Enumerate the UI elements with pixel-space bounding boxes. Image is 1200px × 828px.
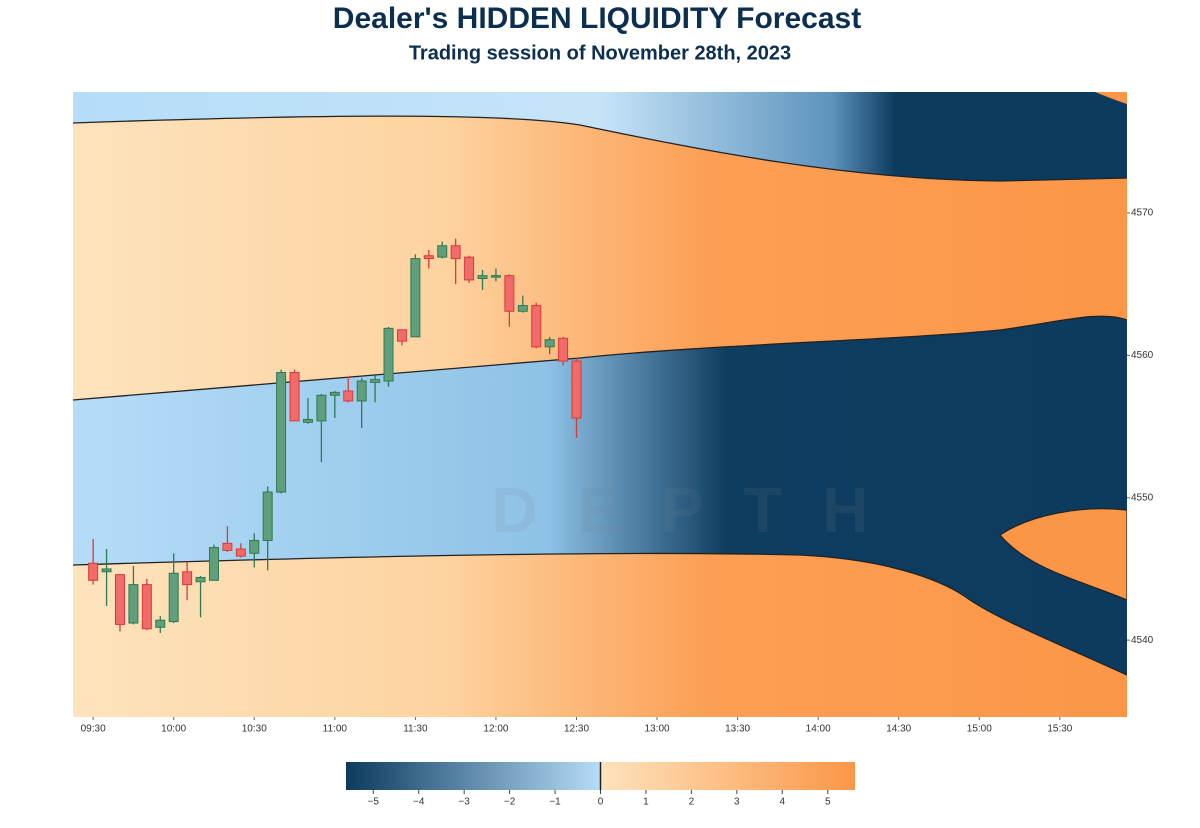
candle-body <box>208 547 219 581</box>
candle-body <box>437 245 448 258</box>
contour-line <box>73 552 1127 676</box>
x-tick-label: 12:00 <box>483 724 508 735</box>
x-tick-label: 11:00 <box>323 724 348 735</box>
colorbar-tick-label: −4 <box>413 797 425 808</box>
colorbar-tick-label: −1 <box>549 797 561 808</box>
heat-region <box>73 316 1127 675</box>
candle-body <box>544 339 555 348</box>
candle-body <box>262 491 273 541</box>
colorbar-tick-label: 1 <box>643 797 649 808</box>
candle-body <box>517 305 528 312</box>
contour-line <box>73 115 1127 182</box>
colorbar-tick-label: 4 <box>780 797 786 808</box>
candle-body <box>531 305 542 348</box>
candle-body <box>101 568 112 573</box>
x-tick-label: 14:00 <box>806 724 831 735</box>
x-tick-label: 13:00 <box>645 724 670 735</box>
candle-body <box>316 394 327 422</box>
candle-body <box>168 572 179 623</box>
candle-body <box>490 275 501 278</box>
x-tick-label: 15:30 <box>1047 724 1072 735</box>
candle-body <box>558 337 569 362</box>
heatmap <box>73 92 1127 717</box>
candle-body <box>222 542 233 551</box>
candle-body <box>370 379 381 383</box>
candle-body <box>329 391 340 396</box>
x-tick-label: 11:30 <box>403 724 428 735</box>
heat-region <box>73 92 1127 181</box>
candle-body <box>289 371 300 422</box>
heat-region <box>999 508 1127 601</box>
candle-body <box>182 571 193 586</box>
candle-body <box>235 548 246 557</box>
candle-body <box>302 418 313 423</box>
candle-body <box>450 245 461 260</box>
colorbar-tick-label: −2 <box>504 797 516 808</box>
colorbar-tick-label: 2 <box>689 797 695 808</box>
x-tick-label: 12:30 <box>564 724 589 735</box>
colorbar-tick-label: 5 <box>825 797 831 808</box>
x-tick-label: 14:30 <box>886 724 911 735</box>
candle-body <box>383 327 394 382</box>
y-tick-label: 4560 <box>1131 350 1154 361</box>
candle-body <box>249 539 260 554</box>
x-tick-label: 10:00 <box>161 724 186 735</box>
x-tick-label: 09:30 <box>81 724 106 735</box>
candle-body <box>410 258 421 338</box>
candle-body <box>195 576 206 583</box>
candle-body <box>141 584 152 630</box>
colorbar-tick-label: 0 <box>598 797 604 808</box>
y-tick-label: 4540 <box>1131 635 1154 646</box>
candle-body <box>571 360 582 419</box>
candle-body <box>504 275 515 312</box>
colorbar-tick-label: 3 <box>734 797 740 808</box>
candle-body <box>128 584 139 624</box>
candle-body <box>423 255 434 260</box>
y-tick-label: 4550 <box>1131 492 1154 503</box>
chart-title: Dealer's HIDDEN LIQUIDITY Forecast <box>333 2 861 35</box>
x-tick-label: 13:30 <box>725 724 750 735</box>
chart-subtitle: Trading session of November 28th, 2023 <box>409 42 791 64</box>
candle-body <box>114 574 125 625</box>
candle-body <box>276 371 287 493</box>
x-tick-label: 10:30 <box>242 724 267 735</box>
x-tick-label: 15:00 <box>967 724 992 735</box>
candle-body <box>88 562 99 581</box>
heat-region <box>1095 92 1127 104</box>
candle-body <box>155 619 166 628</box>
candle-body <box>396 329 407 342</box>
watermark: DEPTH <box>492 474 909 546</box>
candle-body <box>477 275 488 280</box>
colorbar-tick-label: −5 <box>368 797 380 808</box>
candle-body <box>464 256 475 281</box>
colorbar-tick-label: −3 <box>458 797 470 808</box>
y-tick-label: 4570 <box>1131 208 1154 219</box>
candle-body <box>343 390 354 402</box>
contour-line <box>73 315 1127 401</box>
candle-body <box>356 380 367 402</box>
